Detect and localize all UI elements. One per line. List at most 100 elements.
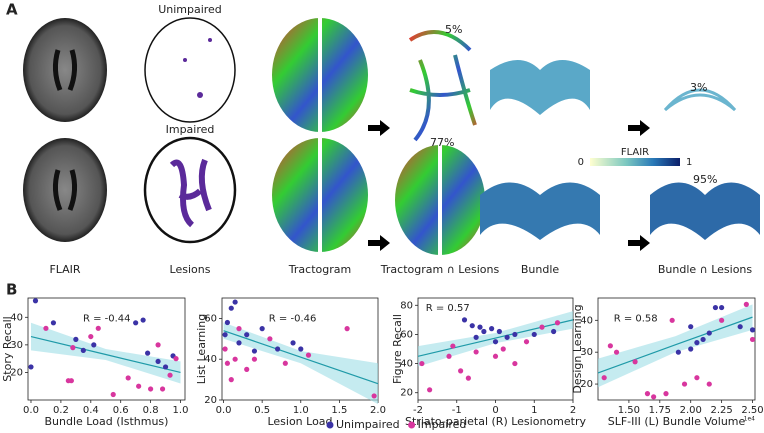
annotation: R = 0.57 (426, 303, 470, 314)
point (461, 317, 468, 323)
point (551, 328, 557, 335)
x-tick-label: 1.0 (293, 405, 309, 416)
point (644, 391, 651, 397)
point (473, 349, 479, 355)
confidence-band (30, 322, 181, 384)
point (601, 375, 607, 381)
point (155, 342, 161, 348)
legend-swatch (326, 421, 334, 429)
percent: 95% (693, 173, 717, 186)
point (70, 345, 76, 351)
point (228, 377, 234, 383)
panel-label: B (6, 281, 17, 299)
point (531, 331, 537, 338)
point (446, 353, 452, 359)
x-tick-label: 1.50 (618, 405, 640, 416)
colorbar-title: FLAIR (621, 147, 649, 158)
point (688, 324, 694, 330)
point (688, 346, 694, 352)
point (125, 375, 131, 381)
percent: 77% (430, 136, 454, 149)
point (244, 366, 250, 372)
point (95, 325, 101, 331)
y-axis-label: Figure Recall (391, 314, 404, 384)
y-tick-label: 30 (580, 347, 593, 358)
point (73, 336, 79, 342)
point (68, 378, 74, 384)
point (481, 328, 487, 335)
fit-line (417, 319, 574, 357)
point (232, 299, 238, 305)
y-tick-label: 30 (10, 340, 23, 351)
x-tick-label: 0.8 (143, 405, 159, 416)
point (136, 383, 142, 389)
point (706, 330, 712, 336)
point (224, 319, 231, 326)
point (719, 317, 725, 323)
y-tick-label: 60 (400, 329, 413, 340)
point (222, 346, 228, 352)
point (523, 339, 530, 345)
column-label: Lesions (170, 263, 211, 276)
x-tick-label: 0.6 (113, 405, 129, 416)
point (222, 332, 228, 338)
point (228, 305, 234, 311)
point (290, 340, 296, 346)
point (675, 349, 681, 355)
point (173, 356, 179, 362)
y-tick-label: 60 (204, 313, 217, 324)
point (504, 334, 510, 340)
point (91, 342, 97, 348)
point (133, 320, 139, 326)
point (344, 326, 350, 332)
point (663, 391, 669, 397)
x-tick-label: -1 (452, 405, 462, 416)
point (669, 317, 675, 323)
y-tick-label: 40 (10, 312, 23, 323)
x-tick-label: 1.75 (649, 405, 671, 416)
point (145, 350, 151, 356)
column-label: FLAIR (49, 263, 80, 276)
point (32, 298, 39, 304)
column-label: Bundle ∩ Lesions (658, 263, 753, 276)
point (719, 304, 725, 311)
column-label: Tractogram (288, 263, 351, 276)
arrows (368, 120, 650, 251)
x-tick-label: 1 (531, 405, 537, 416)
y-tick-label: 20 (400, 388, 413, 399)
y-tick-label: 40 (204, 354, 217, 365)
point (496, 328, 502, 335)
confidence-band (598, 304, 753, 388)
point (694, 375, 700, 381)
bundles (480, 60, 760, 240)
point (492, 339, 499, 345)
point (167, 372, 173, 378)
point (737, 324, 743, 330)
x-tick-label: 1.5 (331, 405, 347, 416)
legend-label: Unimpaired (336, 418, 400, 431)
x-axis-label: Bundle Load (Isthmus) (45, 415, 169, 428)
point (694, 340, 700, 346)
point (465, 375, 471, 381)
y-tick-label: 20 (204, 395, 217, 406)
point (512, 360, 518, 367)
point (681, 381, 688, 387)
x-axis-label: SLF-III (L) Bundle Volume (608, 415, 746, 428)
point (162, 364, 169, 370)
colorbar (590, 158, 680, 166)
confidence-band (223, 322, 378, 405)
point (259, 326, 265, 332)
point (554, 320, 561, 326)
point (155, 358, 161, 365)
point (743, 301, 749, 307)
x-tick-label: 2.25 (710, 405, 732, 416)
point (473, 334, 479, 340)
row-label: Impaired (166, 123, 215, 136)
x-tick-label: 0.2 (53, 405, 69, 416)
point (427, 387, 433, 393)
x-tick-label: 0.0 (23, 405, 39, 416)
point (28, 364, 34, 370)
point (489, 326, 495, 332)
point (706, 381, 712, 387)
x-axis-label: Lesion Load (267, 415, 332, 428)
